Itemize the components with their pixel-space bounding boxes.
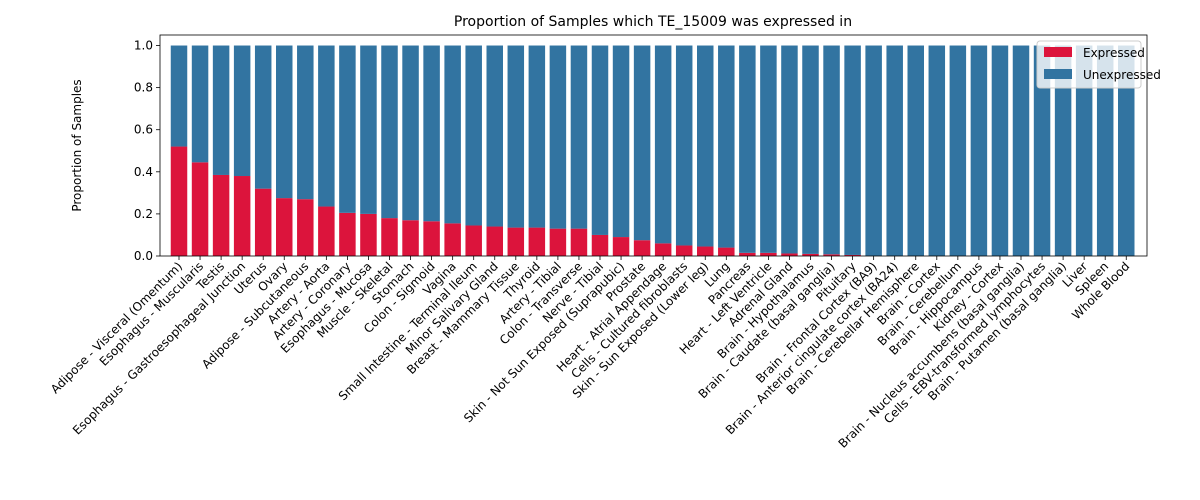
bar-unexpressed-3 — [233, 45, 251, 177]
bar-unexpressed-39 — [991, 45, 1009, 256]
bar-unexpressed-12 — [423, 45, 440, 222]
bar-expressed-15 — [486, 226, 503, 256]
bar-unexpressed-22 — [633, 45, 651, 241]
bar-expressed-0 — [170, 146, 188, 256]
bar-unexpressed-38 — [970, 45, 988, 256]
bar-unexpressed-28 — [760, 45, 777, 253]
bar-unexpressed-14 — [465, 45, 482, 226]
bar-unexpressed-43 — [1075, 45, 1093, 256]
bar-unexpressed-10 — [381, 45, 398, 219]
bar-expressed-8 — [339, 212, 356, 256]
bar-unexpressed-8 — [339, 45, 356, 213]
bar-expressed-27 — [739, 252, 756, 256]
bar-unexpressed-37 — [949, 45, 967, 256]
bar-unexpressed-35 — [907, 45, 924, 256]
y-tick-label-4: 0.8 — [134, 81, 153, 95]
y-axis: 0.0 0.2 0.4 0.6 0.8 1.0 — [134, 39, 160, 263]
bar-unexpressed-4 — [254, 45, 272, 189]
bar-unexpressed-41 — [1033, 45, 1051, 256]
chart-title: Proportion of Samples which TE_15009 was… — [454, 14, 852, 30]
bar-unexpressed-2 — [212, 45, 230, 175]
bar-unexpressed-11 — [402, 45, 419, 221]
legend: Expressed Unexpressed — [1036, 40, 1161, 89]
bar-unexpressed-7 — [318, 45, 335, 207]
bar-expressed-30 — [802, 253, 819, 256]
bar-expressed-31 — [823, 254, 840, 256]
bar-unexpressed-0 — [170, 45, 188, 147]
bar-unexpressed-32 — [844, 45, 861, 255]
bar-unexpressed-19 — [570, 45, 588, 229]
bar-expressed-13 — [444, 223, 461, 256]
bar-expressed-4 — [254, 188, 272, 256]
bar-unexpressed-20 — [591, 45, 609, 235]
y-tick-label-0: 0.0 — [134, 249, 153, 263]
bar-unexpressed-15 — [486, 45, 503, 227]
bar-expressed-14 — [465, 225, 482, 256]
bar-expressed-20 — [591, 234, 609, 256]
y-tick-label-1: 0.2 — [134, 207, 153, 221]
legend-swatch-unexpressed — [1044, 69, 1072, 79]
x-axis: Adipose - Visceral (Omentum)Esophagus - … — [48, 256, 1132, 451]
bar-unexpressed-9 — [360, 45, 377, 214]
bar-unexpressed-16 — [507, 45, 525, 228]
bar-expressed-7 — [318, 206, 335, 256]
bar-unexpressed-18 — [549, 45, 567, 229]
bar-expressed-25 — [697, 246, 714, 256]
bar-unexpressed-34 — [886, 45, 903, 256]
bar-expressed-11 — [402, 220, 419, 256]
bar-expressed-3 — [233, 176, 251, 256]
bar-expressed-28 — [760, 252, 777, 256]
bar-unexpressed-13 — [444, 45, 461, 224]
bar-unexpressed-33 — [865, 45, 882, 256]
y-tick-label-3: 0.6 — [134, 123, 153, 137]
legend-label-expressed: Expressed — [1083, 46, 1145, 60]
bar-expressed-32 — [844, 254, 861, 256]
x-tick-label-0: Adipose - Visceral (Omentum) — [48, 259, 185, 396]
bar-expressed-1 — [191, 162, 209, 256]
bar-unexpressed-23 — [654, 45, 672, 244]
bar-expressed-26 — [718, 247, 735, 256]
bar-expressed-22 — [633, 240, 651, 256]
bar-expressed-9 — [360, 213, 377, 256]
y-tick-label-5: 1.0 — [134, 39, 153, 53]
bar-expressed-29 — [781, 253, 798, 256]
bar-expressed-12 — [423, 221, 440, 256]
bar-unexpressed-42 — [1054, 45, 1072, 256]
bar-unexpressed-5 — [276, 45, 293, 199]
bar-expressed-23 — [654, 243, 672, 256]
bar-expressed-2 — [212, 174, 230, 256]
bar-unexpressed-29 — [781, 45, 798, 254]
bar-expressed-21 — [612, 237, 630, 256]
bar-unexpressed-36 — [928, 45, 946, 256]
bar-unexpressed-21 — [612, 45, 630, 238]
bar-unexpressed-17 — [528, 45, 546, 228]
plot-frame — [159, 34, 1148, 257]
bar-expressed-6 — [297, 199, 314, 256]
bar-unexpressed-25 — [697, 45, 714, 247]
bar-unexpressed-6 — [297, 45, 314, 200]
bar-unexpressed-40 — [1012, 45, 1030, 256]
bar-unexpressed-45 — [1118, 45, 1135, 256]
legend-label-unexpressed: Unexpressed — [1083, 68, 1161, 82]
bar-expressed-5 — [276, 198, 293, 256]
bar-unexpressed-44 — [1096, 45, 1114, 256]
bar-expressed-18 — [549, 228, 567, 256]
y-axis-label: Proportion of Samples — [70, 79, 84, 211]
bar-unexpressed-24 — [675, 45, 693, 246]
bar-unexpressed-30 — [802, 45, 819, 254]
legend-swatch-expressed — [1044, 47, 1072, 57]
bar-unexpressed-1 — [191, 45, 209, 163]
bars-layer — [170, 45, 1135, 256]
bar-expressed-10 — [381, 218, 398, 256]
bar-unexpressed-31 — [823, 45, 840, 255]
bar-expressed-19 — [570, 228, 588, 256]
y-tick-label-2: 0.4 — [134, 165, 153, 179]
bar-unexpressed-26 — [718, 45, 735, 248]
bar-unexpressed-27 — [739, 45, 756, 253]
bar-expressed-24 — [675, 245, 693, 256]
bar-expressed-16 — [507, 227, 525, 256]
bar-expressed-17 — [528, 227, 546, 256]
